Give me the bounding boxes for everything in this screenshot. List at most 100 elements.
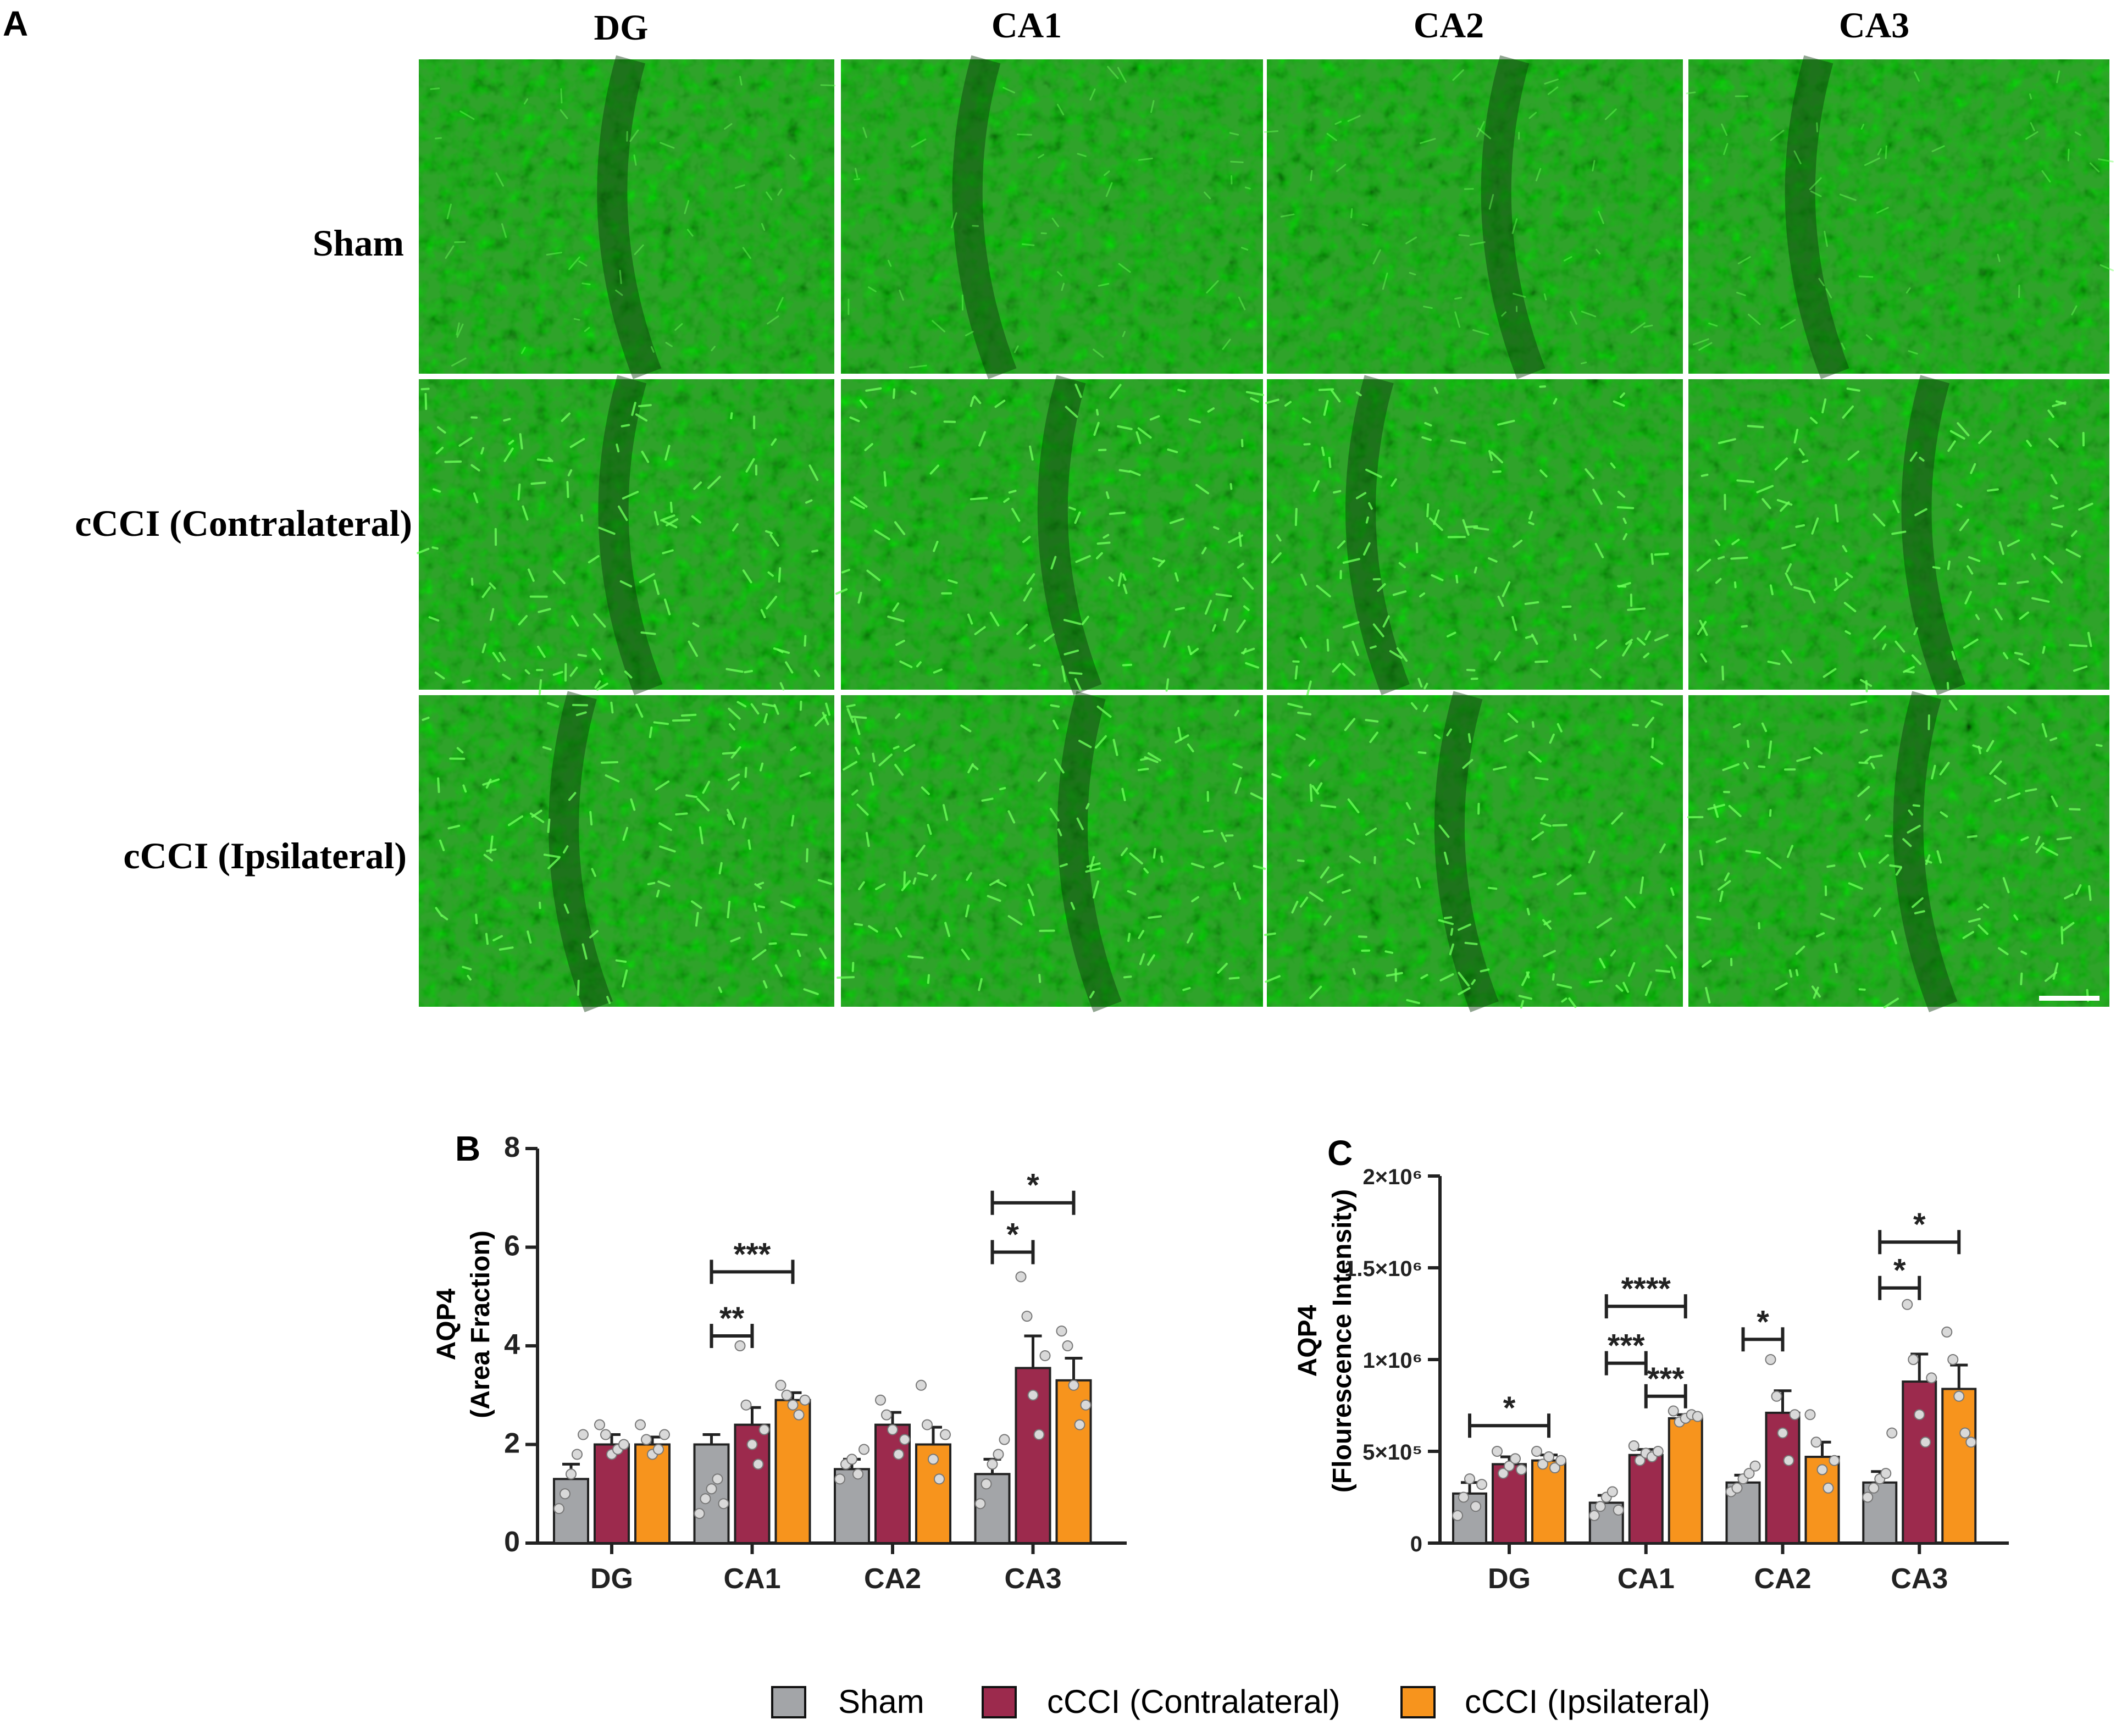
aqp4-stain-mark <box>773 647 790 655</box>
aqp4-stain-mark <box>942 804 949 821</box>
aqp4-stain-mark <box>1299 896 1309 908</box>
aqp4-stain-mark <box>1589 668 1602 679</box>
aqp4-stain-mark <box>779 682 785 691</box>
aqp4-stain-mark <box>744 670 753 674</box>
aqp4-stain-mark <box>503 447 514 462</box>
data-point <box>1804 1409 1816 1421</box>
aqp4-stain-mark <box>987 895 1001 902</box>
data-point <box>1588 1510 1600 1521</box>
aqp4-stain-mark <box>1096 541 1111 545</box>
data-point <box>1543 1451 1554 1463</box>
data-point <box>981 1478 992 1490</box>
aqp4-stain-mark <box>1962 931 1974 939</box>
aqp4-stain-mark <box>1964 591 1972 604</box>
aqp4-stain-mark <box>903 871 906 889</box>
data-point <box>653 1444 664 1455</box>
x-tick-label: CA1 <box>723 1563 780 1595</box>
aqp4-stain-mark <box>1736 479 1755 483</box>
aqp4-stain-mark <box>1365 827 1377 836</box>
aqp4-stain-mark <box>970 396 975 407</box>
aqp4-stain-mark <box>909 364 927 369</box>
aqp4-stain-mark <box>2052 962 2059 980</box>
data-point <box>1783 1455 1794 1466</box>
bar <box>1628 1454 1664 1544</box>
aqp4-stain-mark <box>1213 526 1220 530</box>
aqp4-stain-mark <box>593 613 606 628</box>
aqp4-stain-mark <box>1174 572 1179 582</box>
aqp4-stain-mark <box>1462 519 1470 536</box>
data-point <box>1953 1390 1965 1402</box>
data-point <box>659 1429 670 1440</box>
aqp4-stain-mark <box>1528 751 1542 763</box>
data-point <box>875 1394 886 1406</box>
aqp4-stain-mark <box>856 803 869 816</box>
aqp4-stain-mark <box>552 570 566 585</box>
aqp4-stain-mark <box>736 701 747 708</box>
aqp4-stain-mark <box>1165 678 1170 692</box>
aqp4-stain-mark <box>1063 649 1079 656</box>
aqp4-stain-mark <box>1361 223 1369 226</box>
aqp4-stain-mark <box>999 787 1006 791</box>
cell-layer-band <box>597 55 662 379</box>
aqp4-stain-mark <box>1204 600 1212 615</box>
aqp4-stain-mark <box>2044 972 2057 982</box>
aqp4-stain-mark <box>1834 963 1838 973</box>
aqp4-stain-mark <box>695 912 699 927</box>
aqp4-stain-mark <box>1717 556 1725 560</box>
aqp4-stain-mark <box>1592 160 1596 171</box>
aqp4-stain-mark <box>1724 872 1730 881</box>
aqp4-stain-mark <box>2055 400 2067 405</box>
aqp4-stain-mark <box>1220 832 1227 842</box>
aqp4-stain-mark <box>1504 734 1518 742</box>
micrograph-texture <box>841 379 1263 690</box>
micrograph-texture <box>419 379 834 690</box>
aqp4-stain-mark <box>1811 517 1819 535</box>
aqp4-stain-mark <box>446 203 452 220</box>
aqp4-stain-mark <box>1240 247 1249 251</box>
data-point <box>1628 1440 1639 1451</box>
aqp4-stain-mark <box>1598 210 1604 224</box>
aqp4-stain-mark <box>1177 389 1186 393</box>
aqp4-stain-mark <box>1471 979 1476 985</box>
aqp4-stain-mark <box>1063 619 1082 625</box>
aqp4-stain-mark <box>948 579 958 584</box>
aqp4-stain-mark <box>803 988 819 995</box>
aqp4-stain-mark <box>1294 508 1298 526</box>
legend-swatch-sham <box>771 1686 806 1718</box>
aqp4-stain-mark <box>1795 945 1805 955</box>
aqp4-stain-mark <box>1914 71 1920 82</box>
aqp4-stain-mark <box>675 812 688 816</box>
micrograph-0-0 <box>419 55 836 379</box>
chart-b-ylabel-line1: AQP4 <box>432 1288 461 1360</box>
aqp4-stain-mark <box>1121 847 1128 856</box>
aqp4-stain-mark <box>2007 706 2017 714</box>
aqp4-stain-mark <box>1616 506 1635 509</box>
aqp4-stain-mark <box>1413 822 1420 835</box>
aqp4-stain-mark <box>1895 640 1905 653</box>
panel-b-label: B <box>455 1129 480 1168</box>
aqp4-stain-mark <box>1426 503 1430 518</box>
aqp4-stain-mark <box>1038 974 1042 983</box>
aqp4-stain-mark <box>459 110 475 120</box>
aqp4-stain-mark <box>1811 985 1821 998</box>
aqp4-stain-mark <box>1137 768 1149 772</box>
aqp4-stain-mark <box>462 679 471 684</box>
aqp4-stain-mark <box>1793 150 1802 164</box>
data-point <box>572 1449 583 1460</box>
aqp4-stain-mark <box>1795 524 1805 528</box>
aqp4-stain-mark <box>2073 665 2088 672</box>
aqp4-stain-mark <box>851 716 867 719</box>
aqp4-stain-mark <box>569 667 578 677</box>
aqp4-stain-mark <box>1488 194 1494 210</box>
legend-label-ipsilateral: cCCI (Ipsilateral) <box>1465 1683 1710 1720</box>
aqp4-stain-mark <box>1876 207 1889 214</box>
data-point <box>752 1458 764 1470</box>
aqp4-stain-mark <box>1223 608 1229 622</box>
aqp4-stain-mark <box>498 946 514 951</box>
aqp4-stain-mark <box>1465 525 1478 529</box>
scale-bar <box>2039 996 2100 1001</box>
aqp4-stain-mark <box>1265 975 1281 983</box>
aqp4-stain-mark <box>1236 891 1242 900</box>
aqp4-stain-mark <box>589 811 593 826</box>
significance-label: * <box>1757 1304 1769 1340</box>
